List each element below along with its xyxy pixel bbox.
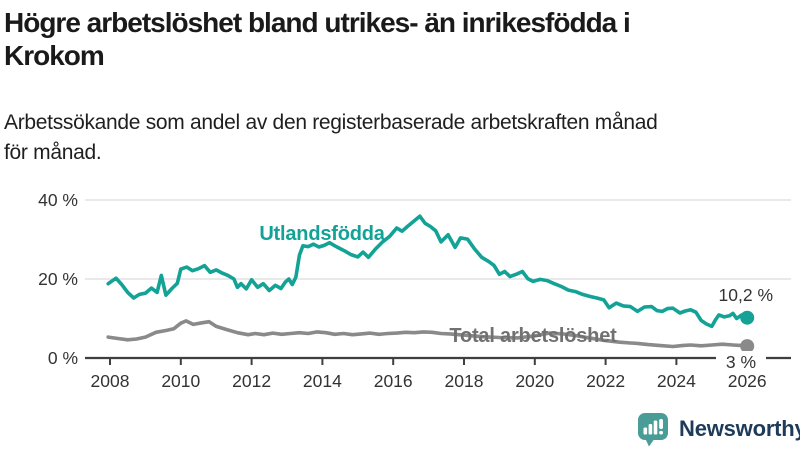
x-tick-label: 2014 [303, 371, 342, 391]
series-line [106, 319, 750, 349]
x-tick-label: 2010 [161, 371, 200, 391]
x-tick-label: 2020 [515, 371, 554, 391]
y-axis-label-0: 0 % [47, 348, 78, 368]
page-title: Högre arbetslöshet bland utrikes- än inr… [4, 6, 794, 72]
title-line-1: Högre arbetslöshet bland utrikes- än inr… [4, 7, 631, 38]
subtitle-line-1: Arbetssökande som andel av den registerb… [4, 111, 658, 134]
x-tick-label: 2018 [445, 371, 484, 391]
end-value-label-utlandsfodda: 10,2 % [718, 285, 773, 305]
x-tick-label: 2012 [232, 371, 271, 391]
series-label-total-arbetsloshet: Total arbetslöshet [449, 325, 617, 347]
x-tick-label: 2024 [657, 371, 696, 391]
y-axis-label-20: 20 % [38, 269, 78, 289]
end-value-label-total: 3 % [716, 351, 766, 374]
brand-name: Newsworthy [679, 416, 800, 441]
x-tick-label: 2026 [728, 371, 767, 391]
series-line [106, 214, 750, 329]
chart-subtitle: Arbetssökande som andel av den registerb… [4, 108, 794, 168]
y-axis-label-40: 40 % [38, 190, 78, 210]
series-end-dot [740, 310, 755, 325]
x-tick-label: 2022 [586, 371, 625, 391]
subtitle-line-2: för månad. [4, 141, 102, 164]
newsworthy-chart-bubble-icon [638, 413, 668, 447]
title-line-2: Krokom [4, 40, 105, 71]
x-tick-label: 2008 [91, 371, 130, 391]
x-tick-label: 2016 [374, 371, 413, 391]
series-label-utlandsfodda: Utlandsfödda [259, 223, 385, 245]
newsworthy-logo: Newsworthy [636, 411, 800, 447]
series-end-dot [740, 339, 755, 354]
